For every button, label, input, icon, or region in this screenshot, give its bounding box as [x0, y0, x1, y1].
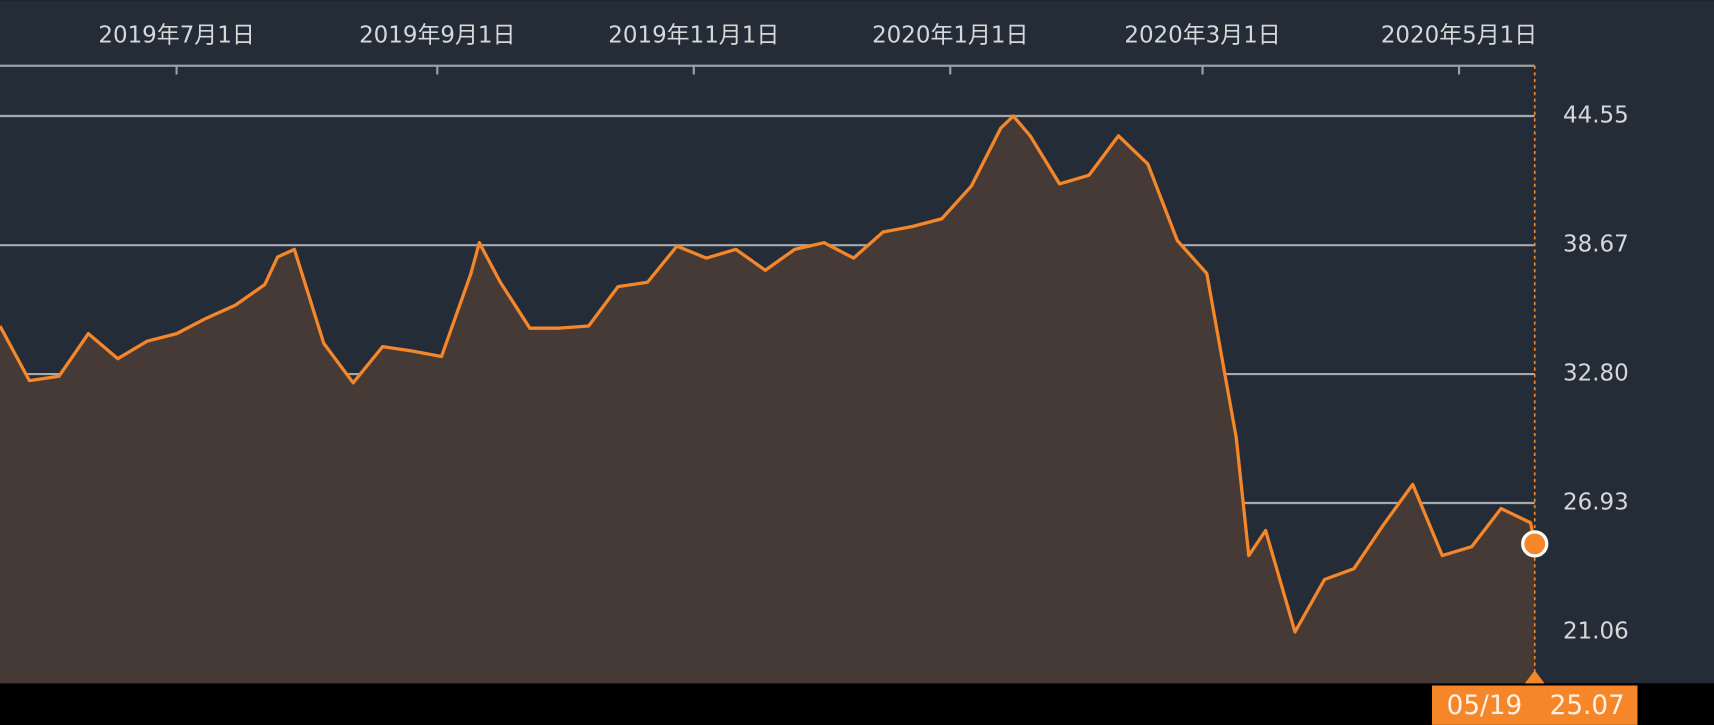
y-tick-label: 26.93: [1563, 490, 1629, 516]
x-tick-label: 2020年5月1日: [1381, 23, 1537, 49]
cursor-value: 25.07: [1550, 691, 1625, 721]
cursor-date: 05/19: [1447, 691, 1523, 721]
footer-band: [0, 683, 1714, 725]
x-tick-label: 2020年1月1日: [872, 23, 1028, 49]
x-tick-label: 2020年3月1日: [1124, 23, 1280, 49]
y-tick-label: 44.55: [1563, 103, 1629, 129]
y-tick-label: 32.80: [1563, 361, 1629, 387]
area-fill: [0, 116, 1535, 684]
cursor-label-box: [1431, 685, 1638, 725]
y-tick-label: 21.06: [1563, 618, 1629, 644]
price-line: [0, 114, 1537, 634]
x-tick-label: 2019年7月1日: [98, 23, 254, 49]
cursor-pointer: [1524, 670, 1545, 684]
x-tick-label: 2019年11月1日: [608, 23, 779, 49]
y-tick-label: 38.67: [1563, 232, 1629, 258]
x-tick-label: 2019年9月1日: [359, 23, 515, 49]
last-point-marker: [1521, 530, 1549, 558]
